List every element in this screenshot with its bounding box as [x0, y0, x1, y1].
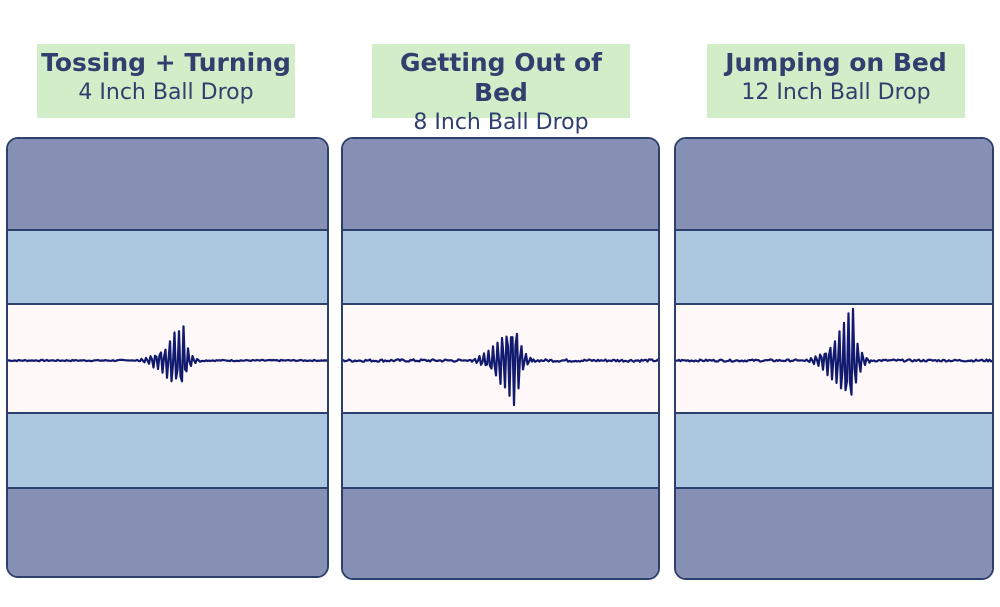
- band-top-light: [676, 229, 992, 304]
- motion-card-2: [341, 137, 660, 580]
- panel-title-2: Getting Out of Bed: [399, 48, 603, 107]
- waveform-line: [676, 307, 992, 396]
- band-top-dark: [343, 139, 658, 231]
- waveform-line: [8, 325, 327, 383]
- band-top-dark: [8, 139, 327, 231]
- band-bottom-dark: [8, 487, 327, 576]
- panel-title-1: Tossing + Turning: [41, 48, 291, 77]
- panel-title-3: Jumping on Bed: [725, 48, 947, 77]
- band-bottom-dark: [343, 487, 658, 578]
- panel-label-1: Tossing + Turning 4 Inch Ball Drop: [37, 44, 295, 118]
- motion-card-1: [6, 137, 329, 578]
- waveform-3: [676, 307, 992, 396]
- waveform-2: [343, 332, 658, 407]
- band-bottom-light: [676, 414, 992, 489]
- waveform-1: [8, 325, 327, 383]
- panel-label-2: Getting Out of Bed 8 Inch Ball Drop: [372, 44, 630, 135]
- band-top-light: [343, 229, 658, 304]
- band-top-dark: [676, 139, 992, 231]
- band-bottom-dark: [676, 487, 992, 578]
- panel-label-3: Jumping on Bed 12 Inch Ball Drop: [707, 44, 965, 118]
- panel-subtitle-1: 4 Inch Ball Drop: [78, 80, 254, 105]
- motion-card-3: [674, 137, 994, 580]
- panel-subtitle-3: 12 Inch Ball Drop: [741, 80, 931, 105]
- band-top-light: [8, 229, 327, 304]
- waveform-line: [343, 332, 658, 407]
- panel-subtitle-2: 8 Inch Ball Drop: [413, 110, 589, 135]
- band-bottom-light: [8, 414, 327, 489]
- band-bottom-light: [343, 414, 658, 489]
